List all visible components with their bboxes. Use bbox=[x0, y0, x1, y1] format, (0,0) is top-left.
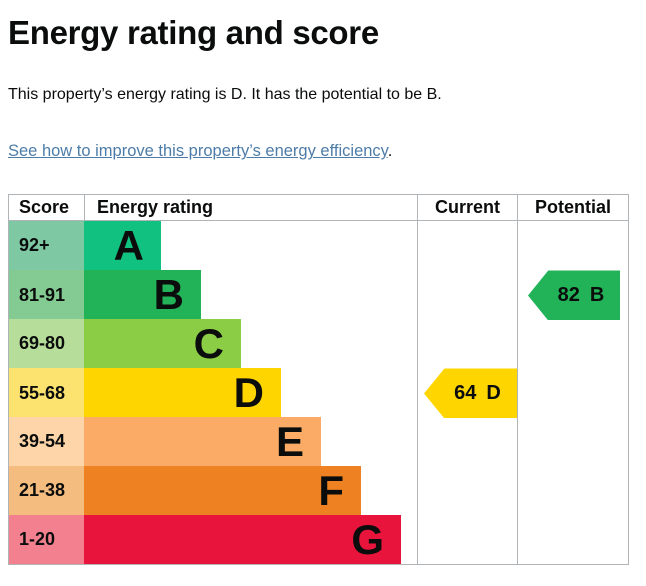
score-range-f: 21-38 bbox=[9, 466, 84, 516]
current-cell-e bbox=[417, 417, 517, 467]
epc-row-g: 1-20 G bbox=[9, 515, 628, 565]
band-bar-e: E bbox=[84, 417, 321, 467]
epc-row-d: 55-68 D 64 D bbox=[9, 368, 628, 419]
epc-row-f: 21-38 F bbox=[9, 466, 628, 516]
current-cell-b bbox=[417, 270, 517, 321]
epc-row-c: 69-80 C bbox=[9, 319, 628, 369]
header-score: Score bbox=[19, 197, 70, 218]
score-range-e: 39-54 bbox=[9, 417, 84, 467]
epc-row-a: 92+ A bbox=[9, 221, 628, 271]
page: Energy rating and score This property’s … bbox=[8, 14, 638, 566]
potential-band: B bbox=[589, 283, 605, 306]
summary-text: This property’s energy rating is D. It h… bbox=[8, 85, 442, 103]
potential-rating-arrow: 82 B bbox=[528, 270, 620, 321]
current-cell-f bbox=[417, 466, 517, 516]
potential-score: 82 bbox=[557, 283, 580, 306]
header-energy-rating: Energy rating bbox=[84, 195, 417, 221]
potential-cell-f bbox=[517, 466, 628, 516]
header-current: Current bbox=[417, 195, 517, 221]
current-score: 64 bbox=[454, 381, 477, 404]
improve-efficiency-link[interactable]: See how to improve this property’s energ… bbox=[8, 142, 388, 161]
score-range-c: 69-80 bbox=[9, 319, 84, 369]
rating-cell-g: G bbox=[84, 515, 417, 565]
current-cell-g bbox=[417, 515, 517, 565]
score-range-a: 92+ bbox=[9, 221, 84, 271]
band-bar-b: B bbox=[84, 270, 201, 321]
potential-cell-e bbox=[517, 417, 628, 467]
epc-chart: Score Energy rating Current Potential 92… bbox=[8, 194, 629, 566]
improve-line: See how to improve this property’s energ… bbox=[8, 142, 638, 161]
score-range-d: 55-68 bbox=[9, 368, 84, 419]
current-cell-c bbox=[417, 319, 517, 369]
epc-row-b: 81-91 B 82 B bbox=[9, 270, 628, 321]
band-bar-d: D bbox=[84, 368, 281, 419]
current-rating-arrow: 64 D bbox=[424, 368, 517, 419]
potential-cell-b: 82 B bbox=[517, 270, 628, 321]
page-title: Energy rating and score bbox=[8, 14, 379, 51]
band-bar-c: C bbox=[84, 319, 241, 369]
potential-cell-c bbox=[517, 319, 628, 369]
epc-header-row: Score Energy rating Current Potential bbox=[9, 195, 628, 222]
current-cell-d: 64 D bbox=[417, 368, 517, 419]
rating-cell-f: F bbox=[84, 466, 417, 516]
band-bar-a: A bbox=[84, 221, 161, 271]
header-potential: Potential bbox=[517, 195, 628, 221]
current-band: D bbox=[486, 381, 501, 404]
rating-cell-a: A bbox=[84, 221, 417, 271]
rating-cell-d: D bbox=[84, 368, 417, 419]
rating-cell-b: B bbox=[84, 270, 417, 321]
potential-cell-g bbox=[517, 515, 628, 565]
link-suffix: . bbox=[387, 142, 393, 161]
score-range-g: 1-20 bbox=[9, 515, 84, 565]
rating-cell-c: C bbox=[84, 319, 417, 369]
band-bar-g: G bbox=[84, 515, 401, 565]
rating-cell-e: E bbox=[84, 417, 417, 467]
score-range-b: 81-91 bbox=[9, 270, 84, 321]
potential-cell-d bbox=[517, 368, 628, 419]
potential-cell-a bbox=[517, 221, 628, 271]
current-cell-a bbox=[417, 221, 517, 271]
band-bar-f: F bbox=[84, 466, 361, 516]
epc-row-e: 39-54 E bbox=[9, 417, 628, 467]
